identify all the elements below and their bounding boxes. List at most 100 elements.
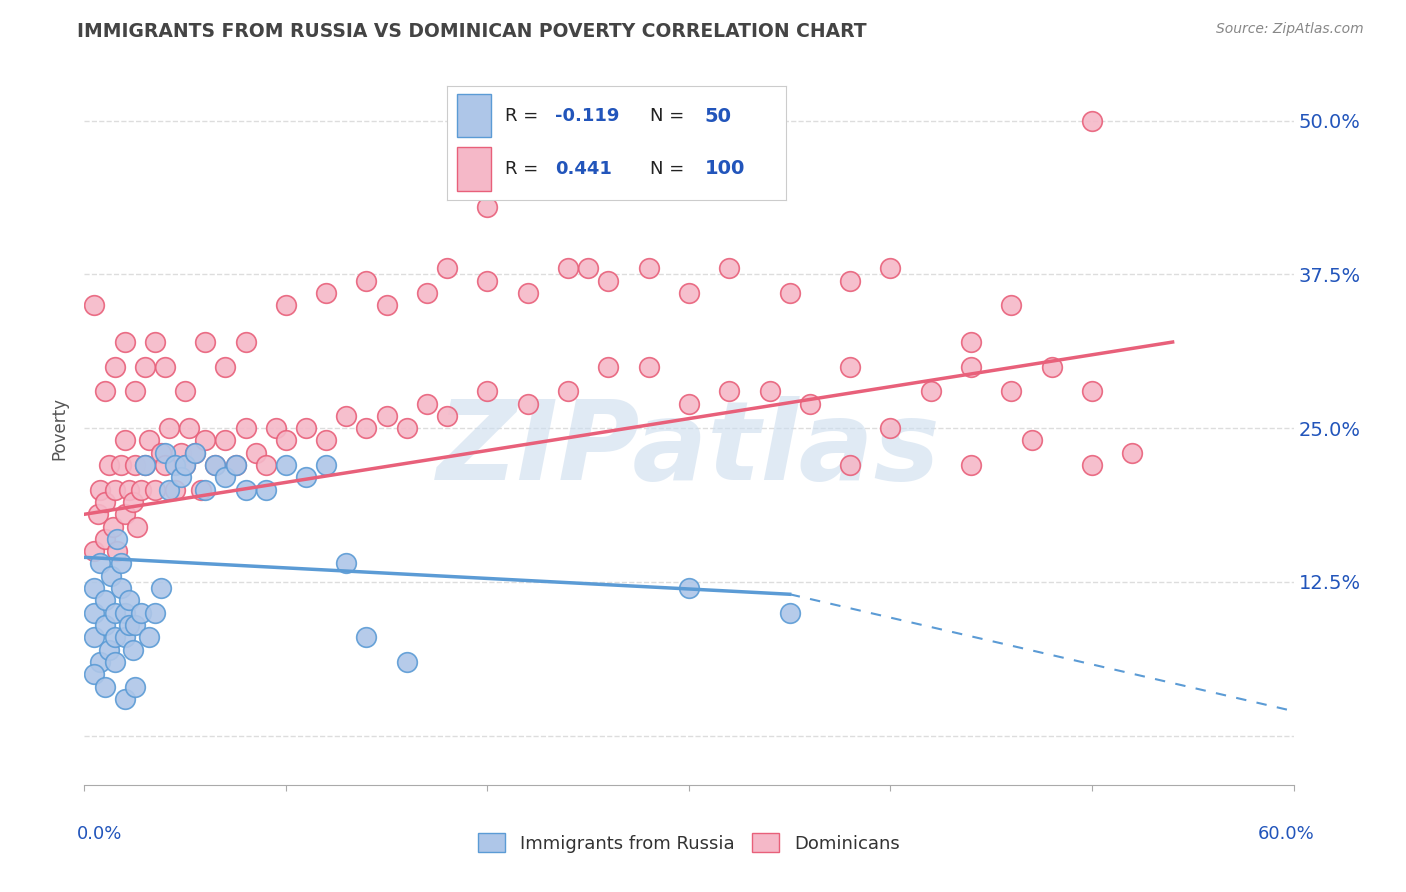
Point — [104, 655, 127, 669]
Point — [335, 557, 357, 571]
Point — [274, 458, 297, 472]
Point — [245, 446, 267, 460]
Legend: Immigrants from Russia, Dominicans: Immigrants from Russia, Dominicans — [470, 824, 908, 862]
Point — [100, 569, 122, 583]
Point — [174, 458, 197, 472]
Point — [83, 581, 105, 595]
Point — [114, 508, 136, 522]
Point — [879, 261, 901, 276]
Point — [356, 421, 378, 435]
Point — [97, 642, 120, 657]
Text: ZIPatlas: ZIPatlas — [437, 396, 941, 503]
Point — [598, 359, 620, 374]
Point — [1000, 384, 1022, 399]
Point — [637, 359, 659, 374]
Point — [143, 334, 166, 349]
Point — [395, 421, 418, 435]
Point — [1021, 434, 1043, 448]
Point — [214, 434, 236, 448]
Point — [436, 409, 458, 423]
Point — [557, 261, 579, 276]
Point — [1040, 359, 1063, 374]
Point — [356, 273, 378, 287]
Point — [335, 409, 357, 423]
Point — [153, 446, 176, 460]
Point — [839, 458, 862, 472]
Point — [179, 421, 201, 435]
Point — [395, 655, 418, 669]
Point — [174, 458, 197, 472]
Point — [143, 483, 166, 497]
Point — [214, 359, 236, 374]
Point — [375, 409, 398, 423]
Point — [83, 630, 105, 644]
Text: Source: ZipAtlas.com: Source: ZipAtlas.com — [1216, 22, 1364, 37]
Point — [375, 298, 398, 312]
Point — [274, 434, 297, 448]
Point — [839, 273, 862, 287]
Point — [416, 396, 439, 410]
Point — [274, 298, 297, 312]
Point — [114, 606, 136, 620]
Point — [104, 483, 127, 497]
Point — [598, 273, 620, 287]
Point — [214, 470, 236, 484]
Point — [235, 334, 257, 349]
Point — [93, 593, 115, 607]
Point — [129, 606, 152, 620]
Point — [105, 532, 128, 546]
Point — [157, 421, 180, 435]
Point — [125, 519, 148, 533]
Point — [157, 483, 180, 497]
Point — [1000, 298, 1022, 312]
Text: 60.0%: 60.0% — [1258, 825, 1315, 843]
Point — [295, 470, 318, 484]
Point — [134, 458, 156, 472]
Point — [184, 446, 207, 460]
Point — [225, 458, 247, 472]
Point — [124, 384, 146, 399]
Point — [124, 618, 146, 632]
Point — [1121, 446, 1143, 460]
Point — [83, 544, 105, 558]
Point — [879, 421, 901, 435]
Point — [89, 483, 111, 497]
Text: IMMIGRANTS FROM RUSSIA VS DOMINICAN POVERTY CORRELATION CHART: IMMIGRANTS FROM RUSSIA VS DOMINICAN POVE… — [77, 22, 868, 41]
Point — [678, 285, 700, 300]
Point — [1081, 384, 1104, 399]
Point — [678, 581, 700, 595]
Text: 0.0%: 0.0% — [77, 825, 122, 843]
Point — [264, 421, 287, 435]
Point — [1081, 113, 1104, 128]
Point — [416, 285, 439, 300]
Point — [101, 519, 124, 533]
Point — [153, 458, 176, 472]
Point — [920, 384, 942, 399]
Point — [124, 458, 146, 472]
Point — [477, 273, 499, 287]
Point — [436, 261, 458, 276]
Point — [83, 298, 105, 312]
Point — [678, 396, 700, 410]
Point — [89, 655, 111, 669]
Point — [138, 434, 160, 448]
Point — [576, 261, 599, 276]
Point — [105, 544, 128, 558]
Point — [184, 446, 207, 460]
Point — [170, 470, 193, 484]
Point — [1081, 458, 1104, 472]
Point — [110, 458, 132, 472]
Point — [557, 384, 579, 399]
Point — [356, 630, 378, 644]
Point — [114, 334, 136, 349]
Point — [149, 581, 172, 595]
Point — [235, 421, 257, 435]
Y-axis label: Poverty: Poverty — [51, 397, 69, 459]
Point — [89, 557, 111, 571]
Point — [235, 483, 257, 497]
Point — [118, 618, 141, 632]
Point — [165, 483, 187, 497]
Point — [93, 384, 115, 399]
Point — [114, 630, 136, 644]
Point — [254, 483, 277, 497]
